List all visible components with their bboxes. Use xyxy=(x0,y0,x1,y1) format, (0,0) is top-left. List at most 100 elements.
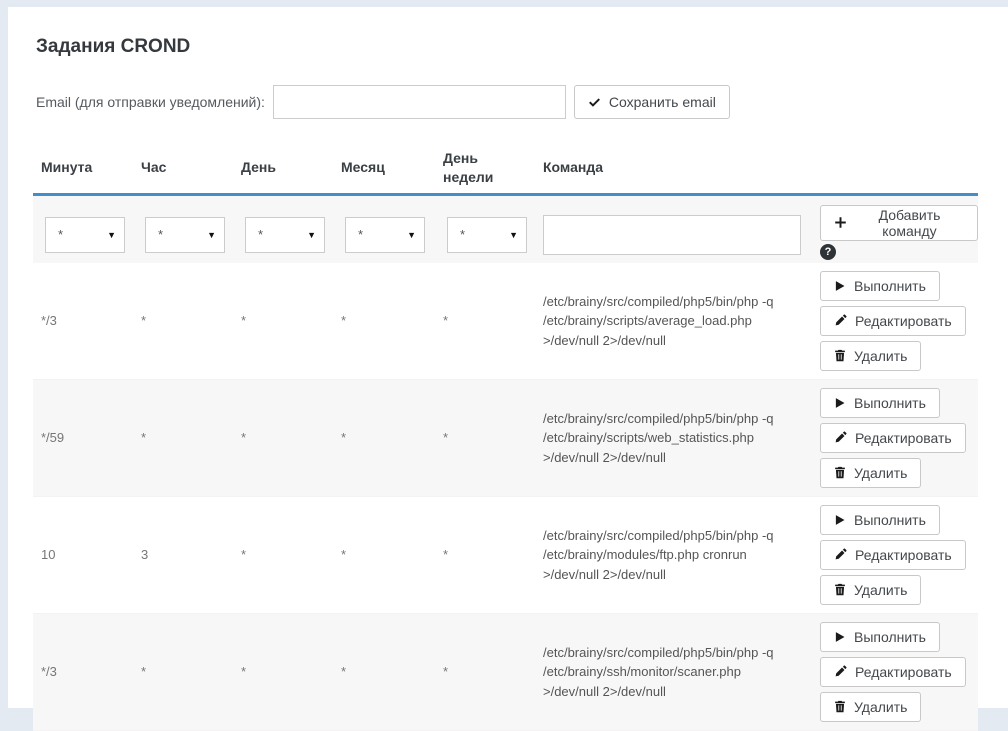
add-day-cell: * xyxy=(233,196,333,261)
plus-icon xyxy=(834,216,847,229)
command-value: /etc/brainy/src/compiled/php5/bin/php -q… xyxy=(543,410,774,465)
save-email-button[interactable]: Сохранить email xyxy=(573,85,730,119)
weekday-select-wrap: * xyxy=(447,216,527,253)
minute-value: 10 xyxy=(41,547,56,563)
month-value: * xyxy=(341,664,347,680)
add-minute-cell: * xyxy=(33,196,133,261)
delete-label: Удалить xyxy=(854,464,908,481)
delete-button[interactable]: Удалить xyxy=(820,340,922,371)
table-header-row: Минута Час День Месяц День недели Команд… xyxy=(33,143,978,196)
row-actions: Выполнить Редактировать Удалить xyxy=(804,614,978,730)
add-weekday-cell: * xyxy=(435,196,535,261)
pencil-icon xyxy=(834,314,847,327)
cron-job-row: */3 * * * * /etc/brainy/src/compiled/php… xyxy=(33,613,978,731)
pencil-icon xyxy=(834,548,847,561)
check-icon xyxy=(588,96,601,109)
row-actions: Выполнить Редактировать Удалить xyxy=(804,380,978,496)
delete-button[interactable]: Удалить xyxy=(820,691,922,722)
add-command-label: Добавить команду xyxy=(878,206,941,239)
run-button[interactable]: Выполнить xyxy=(820,270,940,301)
month-select[interactable]: * xyxy=(345,216,425,253)
header-day: День xyxy=(241,159,276,176)
edit-button[interactable]: Редактировать xyxy=(820,422,966,453)
play-icon xyxy=(834,280,846,292)
page-title: Задания CROND xyxy=(36,36,191,57)
command-value: /etc/brainy/src/compiled/php5/bin/php -q… xyxy=(543,644,774,699)
new-command-input[interactable] xyxy=(543,214,801,255)
save-email-label: Сохранить email xyxy=(608,94,716,110)
month-value: * xyxy=(341,430,347,446)
day-value: * xyxy=(241,430,247,446)
play-icon xyxy=(834,397,846,409)
cron-job-row: */3 * * * * /etc/brainy/src/compiled/php… xyxy=(33,263,978,380)
edit-label: Редактировать xyxy=(855,663,952,680)
run-button[interactable]: Выполнить xyxy=(820,504,940,535)
minute-select[interactable]: * xyxy=(45,216,125,253)
email-section: Email (для отправки уведомлений): Сохран… xyxy=(36,85,983,119)
header-hour: Час xyxy=(141,159,167,176)
weekday-select[interactable]: * xyxy=(447,216,527,253)
minute-value: */59 xyxy=(41,430,65,446)
add-month-cell: * xyxy=(333,196,435,261)
add-command-row: * * * xyxy=(33,195,978,263)
content-card: Задания CROND Email (для отправки уведом… xyxy=(8,7,1008,731)
trash-icon xyxy=(834,700,846,713)
delete-button[interactable]: Удалить xyxy=(820,574,922,605)
edit-button[interactable]: Редактировать xyxy=(820,539,966,570)
pencil-icon xyxy=(834,431,847,444)
delete-button[interactable]: Удалить xyxy=(820,457,922,488)
play-icon xyxy=(834,514,846,526)
delete-label: Удалить xyxy=(854,347,908,364)
table-body: */3 * * * * /etc/brainy/src/compiled/php… xyxy=(33,263,978,731)
day-value: * xyxy=(241,313,247,329)
cron-table: Минута Час День Месяц День недели Команд… xyxy=(33,143,978,731)
email-input[interactable] xyxy=(272,85,566,119)
month-value: * xyxy=(341,313,347,329)
edit-label: Редактировать xyxy=(855,312,952,329)
header-month: Месяц xyxy=(341,159,385,176)
command-value: /etc/brainy/src/compiled/php5/bin/php -q… xyxy=(543,527,774,582)
add-command-button[interactable]: Добавить команду xyxy=(820,204,978,241)
header-minute: Минута xyxy=(41,159,93,176)
pencil-icon xyxy=(834,665,847,678)
hour-select[interactable]: * xyxy=(145,216,225,253)
row-actions: Выполнить Редактировать Удалить xyxy=(804,263,978,379)
run-label: Выполнить xyxy=(854,511,926,528)
hour-value: * xyxy=(141,313,147,329)
edit-label: Редактировать xyxy=(855,546,952,563)
day-value: * xyxy=(241,664,247,680)
edit-button[interactable]: Редактировать xyxy=(820,305,966,336)
hour-value: 3 xyxy=(141,547,149,563)
minute-select-wrap: * xyxy=(45,216,125,253)
day-select-wrap: * xyxy=(245,216,325,253)
hour-value: * xyxy=(141,430,147,446)
play-icon xyxy=(834,631,846,643)
page-background: Задания CROND Email (для отправки уведом… xyxy=(0,0,1008,708)
add-hour-cell: * xyxy=(133,196,233,261)
trash-icon xyxy=(834,583,846,596)
add-command-cell xyxy=(535,196,804,263)
run-label: Выполнить xyxy=(854,394,926,411)
cron-job-row: */59 * * * * /etc/brainy/src/compiled/ph… xyxy=(33,379,978,497)
row-actions: Выполнить Редактировать Удалить xyxy=(804,497,978,613)
month-select-wrap: * xyxy=(345,216,425,253)
header-actions xyxy=(804,162,978,174)
day-select[interactable]: * xyxy=(245,216,325,253)
header-command: Команда xyxy=(543,159,603,176)
edit-label: Редактировать xyxy=(855,429,952,446)
trash-icon xyxy=(834,466,846,479)
edit-button[interactable]: Редактировать xyxy=(820,656,966,687)
month-value: * xyxy=(341,547,347,563)
header-weekday: День недели xyxy=(443,150,494,185)
run-button[interactable]: Выполнить xyxy=(820,387,940,418)
help-icon[interactable]: ? xyxy=(820,243,836,260)
cron-job-row: 10 3 * * * /etc/brainy/src/compiled/php5… xyxy=(33,497,978,614)
run-button[interactable]: Выполнить xyxy=(820,621,940,652)
weekday-value: * xyxy=(443,430,449,446)
minute-value: */3 xyxy=(41,313,57,329)
run-label: Выполнить xyxy=(854,277,926,294)
hour-value: * xyxy=(141,664,147,680)
command-value: /etc/brainy/src/compiled/php5/bin/php -q… xyxy=(543,293,774,348)
delete-label: Удалить xyxy=(854,581,908,598)
email-label: Email (для отправки уведомлений): xyxy=(36,94,265,110)
